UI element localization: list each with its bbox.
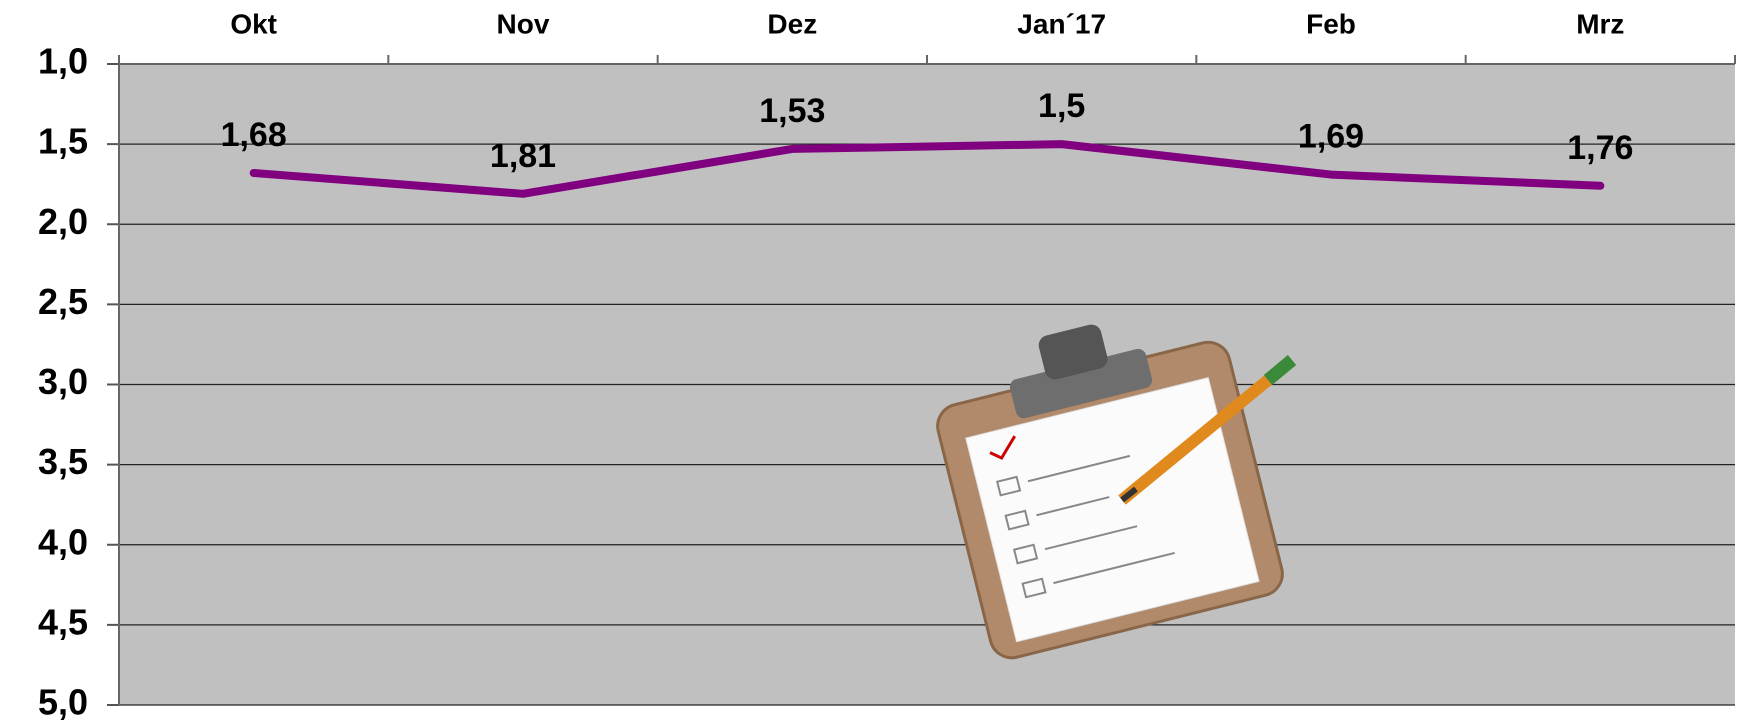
- x-tick-label: Mrz: [1576, 8, 1624, 39]
- data-label: 1,81: [490, 137, 556, 175]
- y-tick-label: 3,0: [38, 361, 88, 402]
- pencil-icon: [1118, 355, 1297, 505]
- x-tick-label: Feb: [1306, 8, 1356, 39]
- data-label: 1,76: [1567, 129, 1633, 167]
- y-tick-label: 1,0: [38, 41, 88, 82]
- y-tick-label: 4,5: [38, 601, 88, 642]
- y-tick-label: 1,5: [38, 121, 88, 162]
- y-tick-label: 4,0: [38, 521, 88, 562]
- x-tick-label: Okt: [230, 8, 277, 39]
- data-label: 1,5: [1038, 87, 1085, 125]
- y-tick-label: 2,0: [38, 201, 88, 242]
- x-tick-label: Jan´17: [1017, 8, 1106, 39]
- line-series: [249, 140, 1605, 198]
- y-tick-label: 5,0: [38, 682, 88, 723]
- y-tick-label: 2,5: [38, 281, 88, 322]
- clipboard-icon: [936, 324, 1284, 660]
- data-label: 1,68: [221, 116, 287, 154]
- x-tick-label: Dez: [767, 8, 817, 39]
- x-tick-label: Nov: [497, 8, 550, 39]
- data-label: 1,53: [759, 92, 825, 130]
- y-tick-label: 3,5: [38, 441, 88, 482]
- data-label: 1,69: [1298, 118, 1364, 156]
